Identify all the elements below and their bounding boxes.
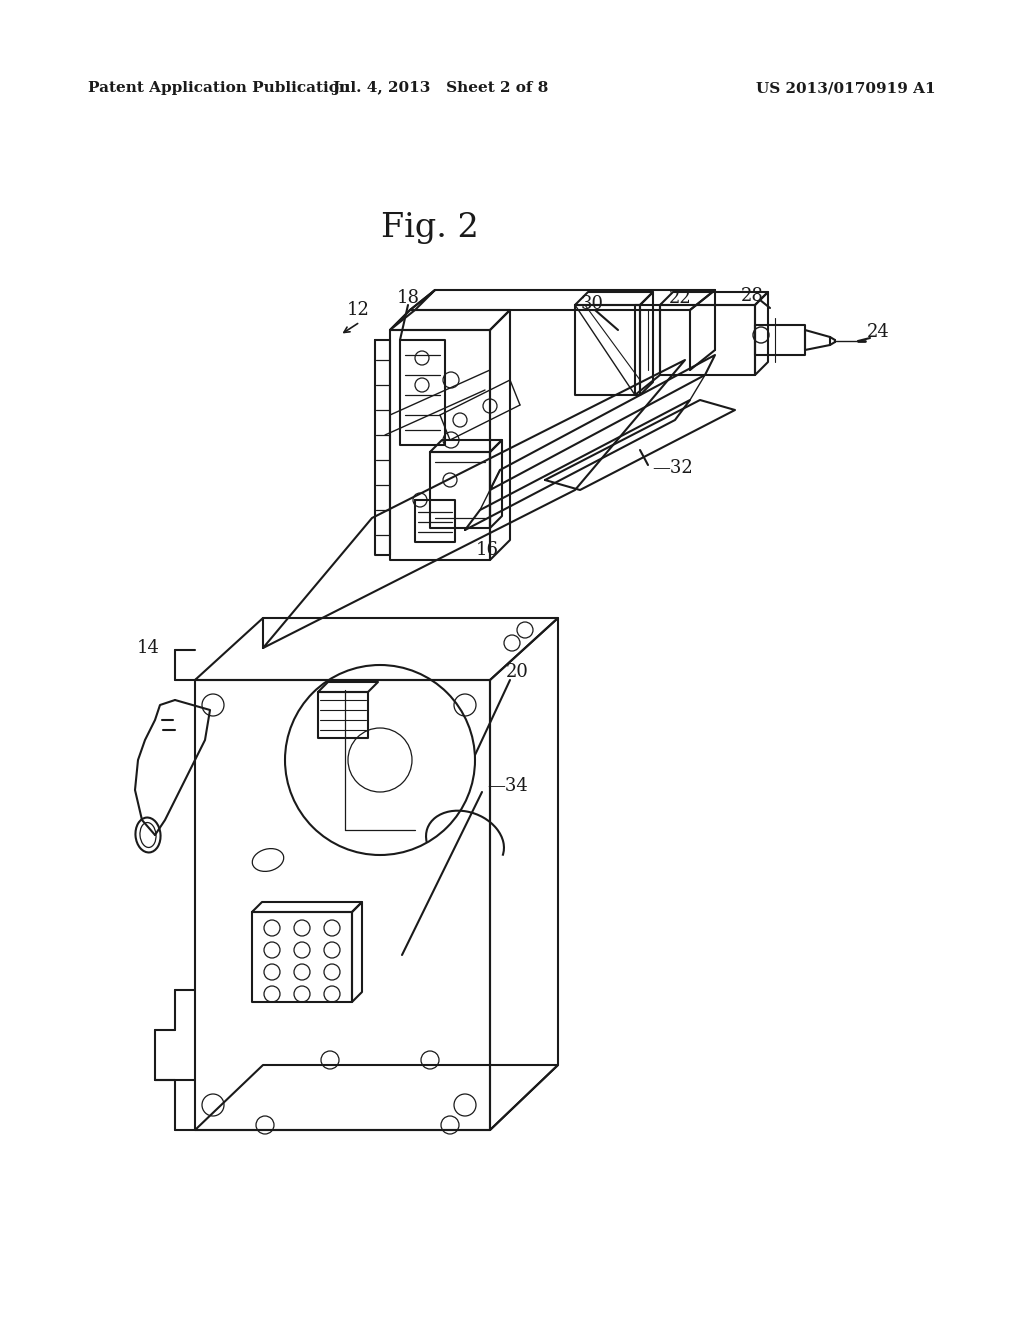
Text: —32: —32 xyxy=(652,459,693,477)
Text: 30: 30 xyxy=(581,294,603,313)
Text: 24: 24 xyxy=(866,323,890,341)
Text: 14: 14 xyxy=(136,639,160,657)
Text: —34: —34 xyxy=(487,777,527,795)
Text: 22: 22 xyxy=(669,289,691,308)
Text: 12: 12 xyxy=(346,301,370,319)
Text: 16: 16 xyxy=(475,541,499,558)
Text: 28: 28 xyxy=(740,286,764,305)
Text: Fig. 2: Fig. 2 xyxy=(381,213,479,244)
Text: US 2013/0170919 A1: US 2013/0170919 A1 xyxy=(757,81,936,95)
Text: Patent Application Publication: Patent Application Publication xyxy=(88,81,350,95)
Text: 20: 20 xyxy=(506,663,528,681)
Text: Jul. 4, 2013   Sheet 2 of 8: Jul. 4, 2013 Sheet 2 of 8 xyxy=(332,81,548,95)
Text: 18: 18 xyxy=(396,289,420,308)
